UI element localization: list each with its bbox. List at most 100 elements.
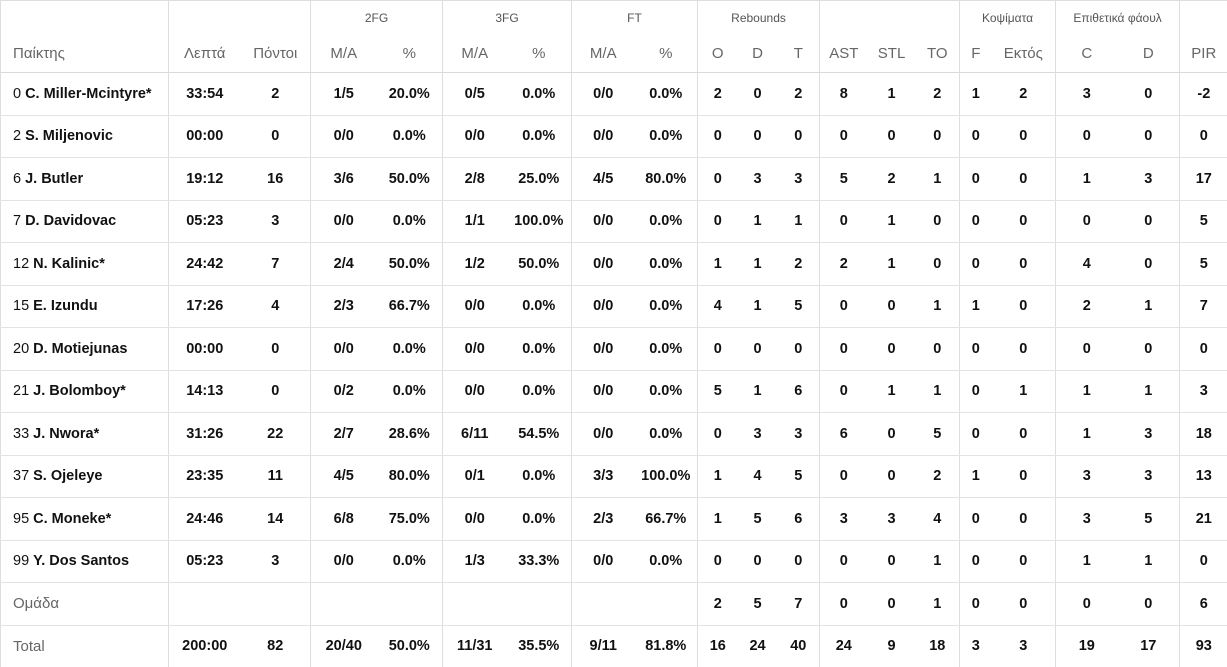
ft-pct-cell: 0.0% (635, 243, 698, 286)
points-cell: 16 (241, 158, 311, 201)
of-c-cell: 1 (1056, 158, 1118, 201)
pir-cell: 93 (1180, 625, 1227, 667)
fg2-cell: 0/0 (311, 200, 377, 243)
fg3-pct-cell (507, 583, 572, 626)
fg3-cell (443, 583, 507, 626)
col-ft-pct[interactable]: % (635, 35, 698, 73)
blk-f-cell: 0 (960, 583, 992, 626)
fg2-pct-cell: 28.6% (377, 413, 443, 456)
player-name[interactable]: J. Bolomboy* (33, 383, 126, 399)
of-c-cell: 3 (1056, 498, 1118, 541)
ast-cell: 0 (820, 455, 868, 498)
player-name[interactable]: S. Miljenovic (25, 128, 113, 144)
col-blk-f[interactable]: F (960, 35, 992, 73)
reb-o-cell: 1 (698, 243, 738, 286)
col-of-d[interactable]: D (1118, 35, 1180, 73)
ast-cell: 0 (820, 115, 868, 158)
fg3-cell: 1/3 (443, 540, 507, 583)
fg2-pct-cell: 0.0% (377, 115, 443, 158)
blk-f-cell: 0 (960, 200, 992, 243)
reb-d-cell: 1 (738, 370, 778, 413)
reb-t-cell: 5 (778, 285, 820, 328)
reb-d-cell: 1 (738, 243, 778, 286)
col-2fg-ma[interactable]: M/A (311, 35, 377, 73)
minutes-cell: 24:46 (169, 498, 241, 541)
player-name[interactable]: D. Motiejunas (33, 341, 127, 357)
ast-cell: 0 (820, 285, 868, 328)
col-to[interactable]: TO (916, 35, 960, 73)
col-reb-d[interactable]: D (738, 35, 778, 73)
reb-o-cell: 2 (698, 73, 738, 116)
player-name[interactable]: D. Davidovac (25, 213, 116, 229)
player-name[interactable]: Y. Dos Santos (33, 553, 129, 569)
player-name[interactable]: S. Ojeleye (33, 468, 102, 484)
player-name[interactable]: J. Butler (25, 171, 83, 187)
reb-d-cell: 5 (738, 498, 778, 541)
player-number: 0 (13, 86, 21, 102)
group-threefg: 3FG (443, 1, 572, 36)
minutes-cell: 00:00 (169, 328, 241, 371)
of-c-cell: 0 (1056, 115, 1118, 158)
minutes-cell: 00:00 (169, 115, 241, 158)
col-reb-o[interactable]: O (698, 35, 738, 73)
reb-t-cell: 0 (778, 115, 820, 158)
player-number: 6 (13, 171, 21, 187)
ft-pct-cell: 0.0% (635, 540, 698, 583)
minutes-cell: 200:00 (169, 625, 241, 667)
player-name[interactable]: C. Moneke* (33, 511, 111, 527)
fg3-cell: 0/0 (443, 285, 507, 328)
fg3-cell: 1/2 (443, 243, 507, 286)
fg3-cell: 0/0 (443, 370, 507, 413)
col-of-c[interactable]: C (1056, 35, 1118, 73)
player-name[interactable]: E. Izundu (33, 298, 97, 314)
col-3fg-ma[interactable]: M/A (443, 35, 507, 73)
col-blk-out[interactable]: Εκτός (992, 35, 1056, 73)
group-spacer-basic (169, 1, 311, 36)
to-cell: 4 (916, 498, 960, 541)
fg3-cell: 2/8 (443, 158, 507, 201)
col-3fg-pct[interactable]: % (507, 35, 572, 73)
blk-f-cell: 0 (960, 498, 992, 541)
col-minutes[interactable]: Λεπτά (169, 35, 241, 73)
of-c-cell: 4 (1056, 243, 1118, 286)
col-ft-ma[interactable]: M/A (572, 35, 635, 73)
fg2-cell: 0/2 (311, 370, 377, 413)
pir-cell: 6 (1180, 583, 1227, 626)
col-2fg-pct[interactable]: % (377, 35, 443, 73)
pir-cell: 18 (1180, 413, 1227, 456)
reb-d-cell: 0 (738, 328, 778, 371)
col-stl[interactable]: STL (868, 35, 916, 73)
ast-cell: 5 (820, 158, 868, 201)
of-c-cell: 1 (1056, 540, 1118, 583)
stl-cell: 0 (868, 115, 916, 158)
player-number: 33 (13, 426, 29, 442)
player-name[interactable]: N. Kalinic* (33, 256, 105, 272)
player-name[interactable]: J. Nwora* (33, 426, 99, 442)
of-d-cell: 0 (1118, 73, 1180, 116)
pir-cell: 5 (1180, 200, 1227, 243)
col-reb-t[interactable]: T (778, 35, 820, 73)
blk-f-cell: 0 (960, 243, 992, 286)
col-points[interactable]: Πόντοι (241, 35, 311, 73)
player-name[interactable]: C. Miller-Mcintyre* (25, 86, 152, 102)
col-pir[interactable]: PIR (1180, 35, 1227, 73)
col-player[interactable]: Παίκτης (1, 35, 169, 73)
col-ast[interactable]: AST (820, 35, 868, 73)
